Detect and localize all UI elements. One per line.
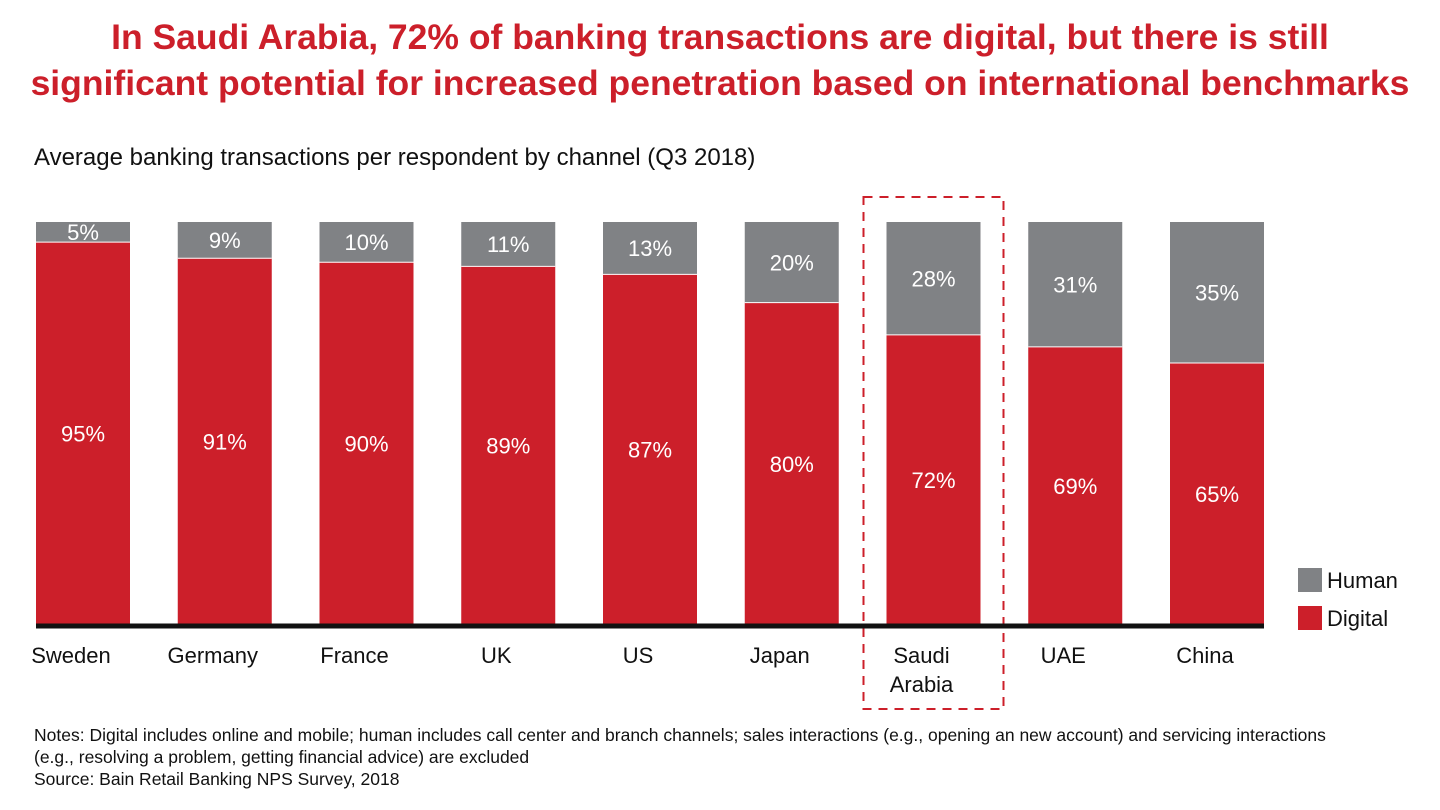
data-label-digital-germany: 91%: [203, 430, 247, 455]
bar-human-uk: [461, 222, 556, 267]
bar-human-france: [319, 222, 414, 263]
category-label-us: US: [623, 643, 654, 668]
bar-digital-uk: [461, 266, 556, 625]
data-label-human-uk: 11%: [487, 232, 529, 257]
notes: Notes: Digital includes online and mobil…: [34, 724, 1424, 790]
data-label-digital-china: 65%: [1195, 482, 1239, 507]
legend-label-digital: Digital: [1327, 606, 1388, 631]
bar-digital-japan: [744, 302, 839, 625]
data-label-digital-us: 87%: [628, 438, 672, 463]
bar-digital-saudi-arabia: [886, 334, 981, 625]
category-label-saudi-arabia-line-1: Saudi: [893, 643, 949, 668]
category-label-china: China: [1176, 643, 1234, 668]
data-label-digital-uae: 69%: [1053, 474, 1097, 499]
bar-human-sweden: [36, 222, 130, 243]
headline-line-1: In Saudi Arabia, 72% of banking transact…: [111, 17, 1329, 57]
notes-line-2: (e.g., resolving a problem, getting fina…: [34, 747, 530, 767]
category-label-saudi-arabia-line-2: Arabia: [890, 672, 954, 697]
data-label-digital-uk: 89%: [486, 434, 530, 459]
source-line: Source: Bain Retail Banking NPS Survey, …: [34, 769, 400, 789]
bar-human-japan: [744, 222, 839, 303]
bar-human-us: [603, 222, 697, 275]
bar-human-china: [1170, 222, 1264, 364]
headline-line-2: significant potential for increased pene…: [30, 63, 1410, 103]
data-label-human-france: 10%: [344, 230, 388, 255]
notes-line-1: Notes: Digital includes online and mobil…: [34, 725, 1326, 745]
legend-label-human: Human: [1327, 568, 1398, 593]
data-label-digital-saudi-arabia: 72%: [911, 468, 955, 493]
bar-human-uae: [1028, 222, 1123, 347]
chart-title: Average banking transactions per respond…: [34, 144, 756, 171]
legend-swatch-human: [1298, 568, 1322, 592]
data-label-human-japan: 20%: [770, 250, 814, 275]
category-label-uk: UK: [481, 643, 512, 668]
bar-digital-sweden: [36, 242, 130, 625]
bar-digital-us: [603, 274, 697, 625]
bar-digital-china: [1170, 363, 1264, 625]
bar-human-germany: [177, 222, 272, 259]
data-label-human-us: 13%: [628, 236, 672, 261]
category-label-japan: Japan: [750, 643, 810, 668]
data-label-human-sweden: 5%: [67, 220, 99, 245]
stacked-bar-chart: 95% 5% Sweden 91% 9% Germany 90% 10% France 89% 11…: [31, 196, 1398, 710]
bar-digital-france: [319, 262, 414, 625]
data-label-human-germany: 9%: [209, 228, 241, 253]
highlight-box: [862, 196, 1005, 710]
data-label-digital-sweden: 95%: [61, 422, 105, 447]
data-label-human-saudi-arabia: 28%: [911, 266, 955, 291]
bar-digital-uae: [1028, 346, 1123, 625]
data-label-digital-japan: 80%: [770, 452, 814, 477]
category-label-germany: Germany: [168, 643, 258, 668]
bar-digital-germany: [177, 258, 272, 625]
data-label-human-uae: 31%: [1053, 272, 1097, 297]
headline: In Saudi Arabia, 72% of banking transact…: [0, 14, 1440, 106]
data-label-human-china: 35%: [1195, 281, 1239, 306]
data-label-digital-france: 90%: [344, 432, 388, 457]
category-label-sweden: Sweden: [31, 643, 111, 668]
legend-swatch-digital: [1298, 606, 1322, 630]
bar-human-saudi-arabia: [886, 222, 981, 335]
category-label-uae: UAE: [1041, 643, 1086, 668]
category-label-france: France: [320, 643, 388, 668]
